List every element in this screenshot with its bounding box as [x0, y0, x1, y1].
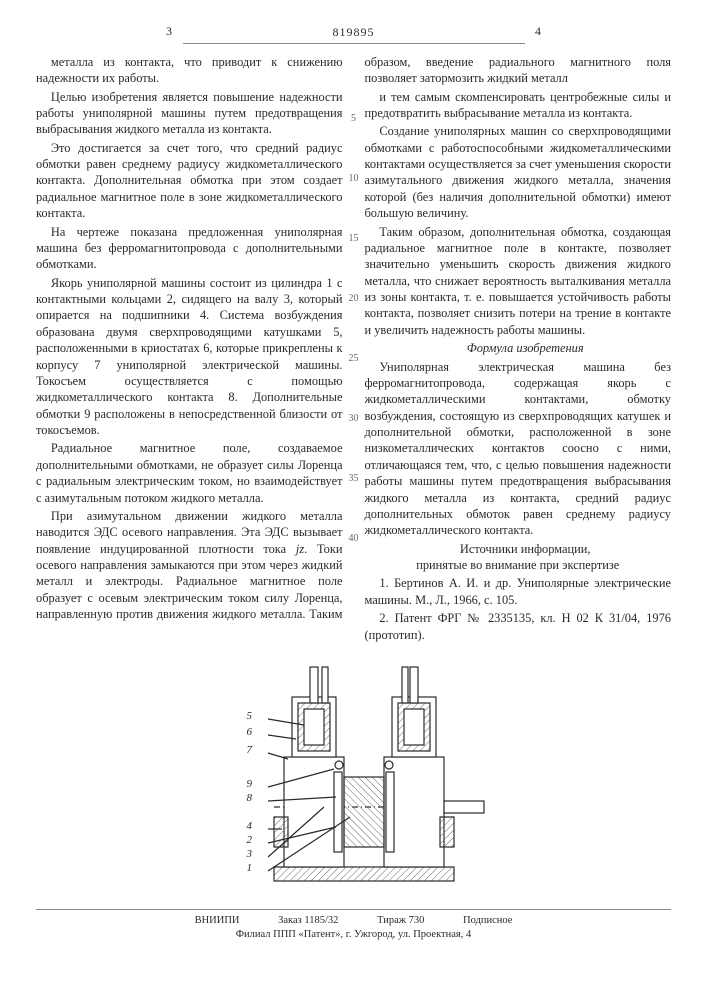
paragraph: Целью изобретения является повышение над…	[36, 89, 343, 138]
page-number-left: 3	[166, 24, 172, 40]
source-item: 1. Бертинов А. И. и др. Униполярные элек…	[365, 575, 672, 608]
callout-label: 3	[245, 848, 252, 860]
callout-label: 8	[246, 792, 252, 804]
paragraph: металла из контакта, что приводит к сниж…	[36, 54, 343, 87]
footer-tirazh: Тираж 730	[377, 915, 424, 926]
callout-label: 6	[246, 726, 252, 738]
callout-label: 5	[246, 710, 252, 722]
imprint-footer: ВНИИПИ Заказ 1185/32 Тираж 730 Подписное…	[36, 909, 671, 942]
patent-number: 819895	[183, 25, 525, 44]
footer-order: Заказ 1185/32	[278, 915, 338, 926]
callout-label: 2	[246, 834, 252, 846]
footer-sub: Подписное	[463, 915, 512, 926]
source-item: 2. Патент ФРГ № 2335135, кл. Н 02 К 31/0…	[365, 610, 672, 643]
footer-address: Филиал ППП «Патент», г. Ужгород, ул. Про…	[36, 928, 671, 942]
page-header: 3 819895 4	[36, 24, 671, 44]
callout-label: 1	[246, 862, 252, 874]
callout-label: 9	[246, 778, 252, 790]
paragraph: Радиальное магнитное поле, создаваемое д…	[36, 440, 343, 506]
paragraph: Якорь униполярной машины состоит из цили…	[36, 275, 343, 439]
body-columns: металла из контакта, что приводит к сниж…	[36, 54, 671, 643]
page-number-right: 4	[535, 24, 541, 40]
drawing-svg: 5 6 7 9 8 4 2 3 1	[174, 657, 534, 897]
paragraph: и тем самым скомпенсировать центробежные…	[365, 89, 672, 122]
footer-org: ВНИИПИ	[195, 915, 240, 926]
technical-drawing: 5 6 7 9 8 4 2 3 1	[36, 657, 671, 901]
paragraph: Таким образом, дополнительная обмотка, с…	[365, 224, 672, 339]
paragraph: Это достигается за счет того, что средни…	[36, 140, 343, 222]
claims-heading: Формула изобретения	[365, 340, 672, 356]
sources-heading: Источники информации, принятые во вниман…	[365, 541, 672, 574]
paragraph: Создание униполярных машин со сверхпрово…	[365, 123, 672, 221]
math-symbol: jz	[296, 542, 304, 556]
callout-label: 4	[246, 820, 252, 832]
claim-paragraph: Униполярная электрическая машина без фер…	[365, 359, 672, 539]
paragraph: На чертеже показана предложенная униполя…	[36, 224, 343, 273]
callout-label: 7	[246, 744, 252, 756]
